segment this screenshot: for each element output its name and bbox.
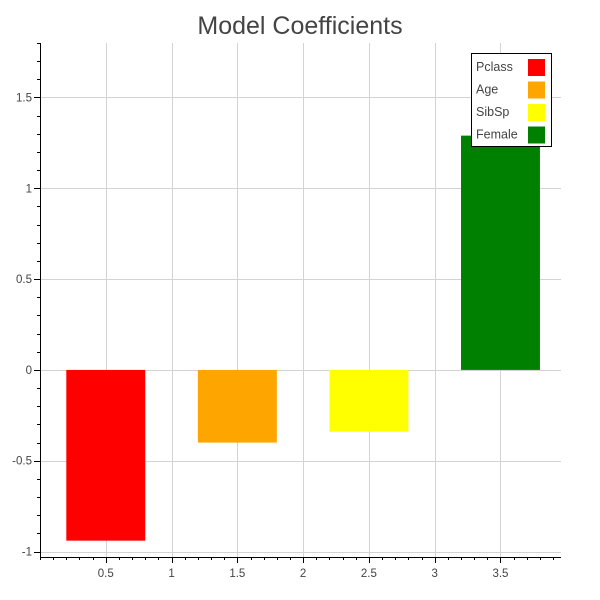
x-tick-label: 3 xyxy=(431,568,437,580)
y-tick-label: -0.5 xyxy=(12,456,32,468)
y-tick-label: 1.5 xyxy=(16,92,32,104)
x-tick-label: 0.5 xyxy=(98,568,114,580)
x-tick-label: 2.5 xyxy=(361,568,377,580)
x-tick-label: 3.5 xyxy=(492,568,508,580)
x-tick-label: 2 xyxy=(300,568,306,580)
bars xyxy=(66,135,540,541)
y-tick-label: 0.5 xyxy=(16,274,32,286)
legend-swatch-pclass xyxy=(528,59,545,76)
y-tick-label: 1 xyxy=(26,183,32,195)
axes: 0.5 1 1.5 2 2.5 3 3.5 -1 -0.5 0 0.5 1 1.5 xyxy=(12,43,561,580)
chart-title: Model Coefficients xyxy=(197,12,402,40)
y-tick-label: -1 xyxy=(22,547,32,559)
legend-label-sibsp: SibSp xyxy=(476,105,509,119)
x-tick-label: 1.5 xyxy=(229,568,245,580)
x-tick-label: 1 xyxy=(168,568,174,580)
bar-female[interactable] xyxy=(461,135,540,370)
bar-pclass[interactable] xyxy=(66,369,146,541)
legend-swatch-age xyxy=(528,81,545,99)
legend-swatch-sibsp xyxy=(528,104,545,121)
bar-sibsp[interactable] xyxy=(329,369,409,432)
legend-swatch-female xyxy=(528,126,545,144)
legend-label-pclass: Pclass xyxy=(476,60,513,74)
legend-label-age: Age xyxy=(476,83,498,97)
legend: Pclass Age SibSp Female xyxy=(471,53,552,147)
y-tick-label: 0 xyxy=(26,365,32,377)
legend-label-female: Female xyxy=(476,128,518,142)
bar-age[interactable] xyxy=(197,369,277,443)
